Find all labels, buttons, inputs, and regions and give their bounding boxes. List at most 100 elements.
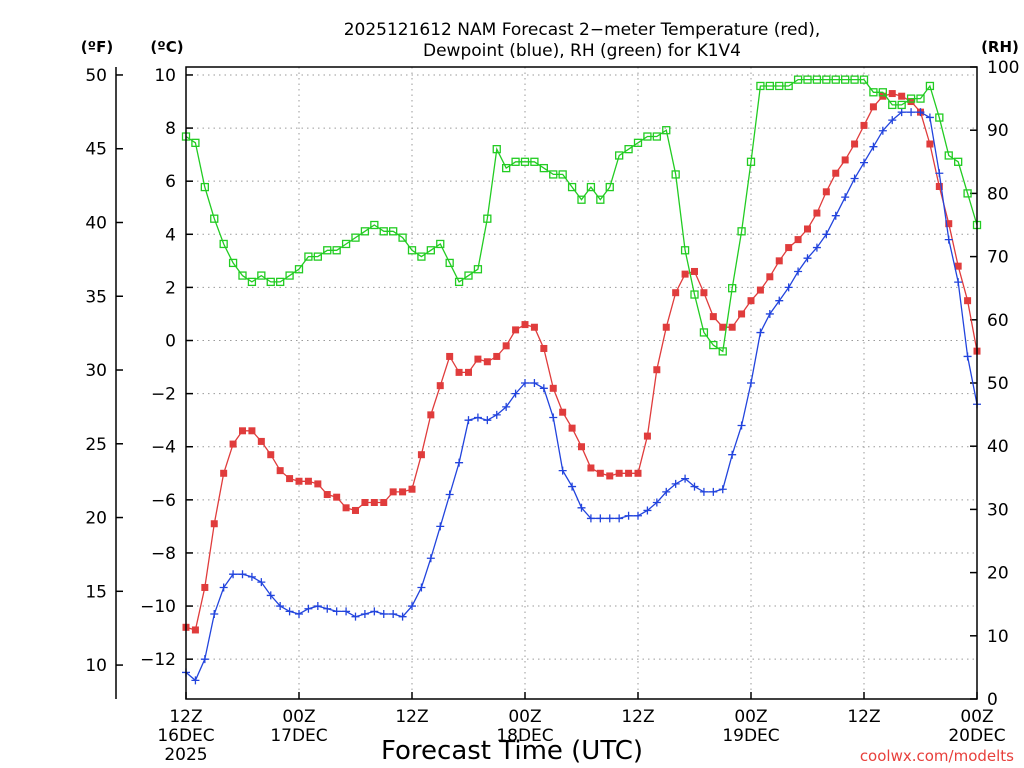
rh-point <box>257 271 266 280</box>
x-tick-label: 00Z <box>734 707 767 727</box>
grid <box>186 67 977 699</box>
x-tick-label: 18DEC <box>496 726 553 746</box>
rh-point <box>577 195 586 204</box>
rh-tick-label: 100 <box>987 58 1019 78</box>
dewpoint-point <box>577 503 586 512</box>
rh-tick-label: 60 <box>987 311 1009 331</box>
temperature-point <box>681 270 689 278</box>
rh-point <box>775 81 784 91</box>
temperature-point <box>860 121 868 129</box>
temperature-point <box>578 443 585 451</box>
rh-point <box>633 138 643 147</box>
dewpoint-point <box>878 126 887 135</box>
fahrenheit-tick-label: 30 <box>85 361 107 381</box>
rh-point <box>812 75 822 84</box>
rh-tick-label: 50 <box>987 374 1009 394</box>
dewpoint-point <box>671 479 680 488</box>
dewpoint-point <box>916 108 925 117</box>
dewpoint-point <box>445 490 454 499</box>
dewpoint-line <box>185 111 978 682</box>
x-tick-label: 2025 <box>164 745 207 765</box>
dewpoint-point <box>502 402 511 411</box>
rh-point <box>765 81 774 91</box>
dewpoint-point <box>765 309 774 318</box>
rh-point <box>511 157 520 166</box>
dewpoint-point <box>511 389 520 398</box>
temperature-point <box>314 480 322 488</box>
x-tick-label: 17DEC <box>270 726 327 746</box>
temperature-point <box>954 262 962 270</box>
temperature-point <box>323 491 331 499</box>
temperature-point <box>785 244 793 252</box>
x-tick-label: 12Z <box>395 707 428 727</box>
rh-point <box>210 214 219 223</box>
rh-point <box>454 277 464 287</box>
temperature-point <box>417 451 425 459</box>
celsius-tick-label: 2 <box>165 278 176 298</box>
fahrenheit-tick-label: 45 <box>85 140 107 160</box>
rh-point <box>426 246 435 255</box>
temperature-point <box>964 297 972 305</box>
fahrenheit-tick-label: 35 <box>85 287 107 307</box>
rh-point <box>238 271 247 280</box>
rh-point <box>615 151 624 160</box>
temperature-point <box>276 467 284 475</box>
temperature-point <box>898 92 906 100</box>
rh-point <box>304 252 313 261</box>
dewpoint-point <box>285 607 294 616</box>
temperature-point <box>201 583 209 591</box>
dewpoint-point <box>351 612 360 621</box>
dewpoint-point <box>370 607 379 616</box>
dewpoint-point <box>747 379 755 387</box>
temperature-point <box>408 485 416 493</box>
celsius-tick-label: 0 <box>165 332 176 352</box>
dewpoint-point <box>897 108 906 117</box>
temperature-point <box>191 626 199 634</box>
dewpoint-point <box>483 416 492 425</box>
temperature-point <box>521 321 529 329</box>
rh-point <box>596 195 605 204</box>
temperature-point <box>502 342 510 350</box>
dewpoint-point <box>954 278 963 287</box>
rh-point <box>831 75 840 84</box>
dewpoint-point <box>219 583 228 592</box>
celsius-tick-label: 10 <box>154 66 176 86</box>
temperature-point <box>304 477 312 485</box>
temperature-point <box>643 432 651 440</box>
series-temperature <box>182 90 981 634</box>
dewpoint-point <box>266 591 275 600</box>
temperature-point <box>738 310 746 318</box>
temperature-point <box>389 488 397 496</box>
temperature-point <box>427 411 435 419</box>
rh-point <box>699 328 709 337</box>
fahrenheit-tick-label: 25 <box>85 435 107 455</box>
dewpoint-point <box>737 421 746 430</box>
dewpoint-point <box>238 570 247 579</box>
dewpoint-point <box>191 676 200 685</box>
rh-point <box>247 277 257 287</box>
temperature-point <box>728 323 736 331</box>
celsius-tick-label: −12 <box>140 650 176 670</box>
dewpoint-point <box>568 482 577 491</box>
temperature-point <box>436 382 444 390</box>
temperature-point <box>841 156 849 164</box>
rh-point <box>276 277 285 287</box>
dewpoint-point <box>464 416 473 425</box>
temperature-point <box>625 469 633 477</box>
celsius-tick-label: −4 <box>151 438 176 458</box>
fahrenheit-tick-label: 20 <box>85 509 107 529</box>
rh-point <box>793 75 803 84</box>
rh-point <box>539 163 548 173</box>
dewpoint-point <box>812 243 821 252</box>
temperature-point <box>926 140 934 148</box>
rh-point <box>963 189 972 198</box>
rh-point <box>916 94 925 103</box>
rh-point <box>944 151 953 160</box>
dewpoint-point <box>492 410 501 419</box>
fahrenheit-axis: 50 45 40 35 30 25 20 15 10 <box>85 66 123 699</box>
rh-point <box>398 233 407 242</box>
celsius-unit-label: (ºC) <box>150 38 183 56</box>
rh-point <box>850 75 859 84</box>
chart-title: 2025121612 NAM Forecast 2−meter Temperat… <box>344 20 821 61</box>
dewpoint-point <box>295 610 303 619</box>
